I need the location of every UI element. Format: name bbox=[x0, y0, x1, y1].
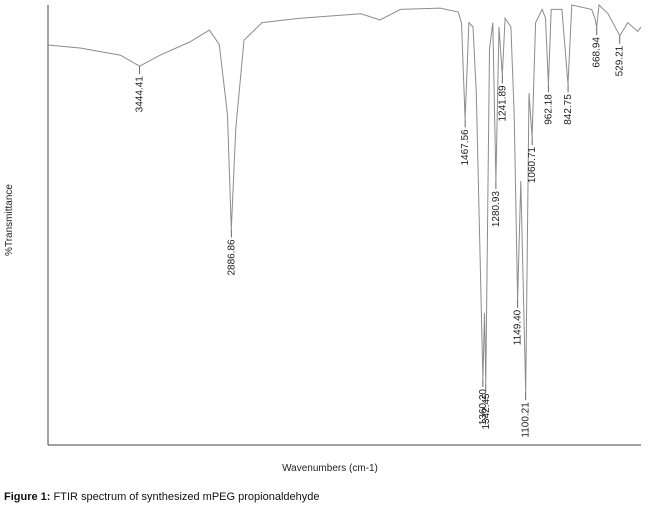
peak-label: 1280.93 bbox=[491, 191, 502, 228]
caption-text: FTIR spectrum of synthesized mPEG propio… bbox=[54, 491, 320, 503]
peak-label: 1149.40 bbox=[513, 309, 524, 345]
caption: Figure 1: FTIR spectrum of synthesized m… bbox=[4, 491, 319, 503]
peak-label: 1467.56 bbox=[460, 129, 471, 166]
peak-label: 962.18 bbox=[543, 94, 554, 125]
y-axis-label: %Transmittance bbox=[4, 184, 15, 256]
spectrum-line bbox=[47, 3, 642, 393]
caption-label: Figure 1: bbox=[4, 491, 50, 503]
peak-label: 3444.41 bbox=[135, 76, 146, 113]
peak-label: 2886.86 bbox=[226, 239, 237, 276]
peak-label: 668.94 bbox=[592, 37, 603, 68]
peak-label: 1100.21 bbox=[521, 402, 532, 438]
peak-label: 1360.20 bbox=[478, 389, 489, 426]
peak-label: 1241.89 bbox=[497, 85, 508, 122]
peak-label: 1342.45 bbox=[481, 393, 492, 430]
peak-label: 529.21 bbox=[615, 45, 626, 76]
peak-label: 1060.71 bbox=[527, 147, 538, 184]
x-axis-label: Wavenumbers (cm-1) bbox=[282, 463, 378, 474]
peak-label: 842.75 bbox=[563, 94, 574, 125]
